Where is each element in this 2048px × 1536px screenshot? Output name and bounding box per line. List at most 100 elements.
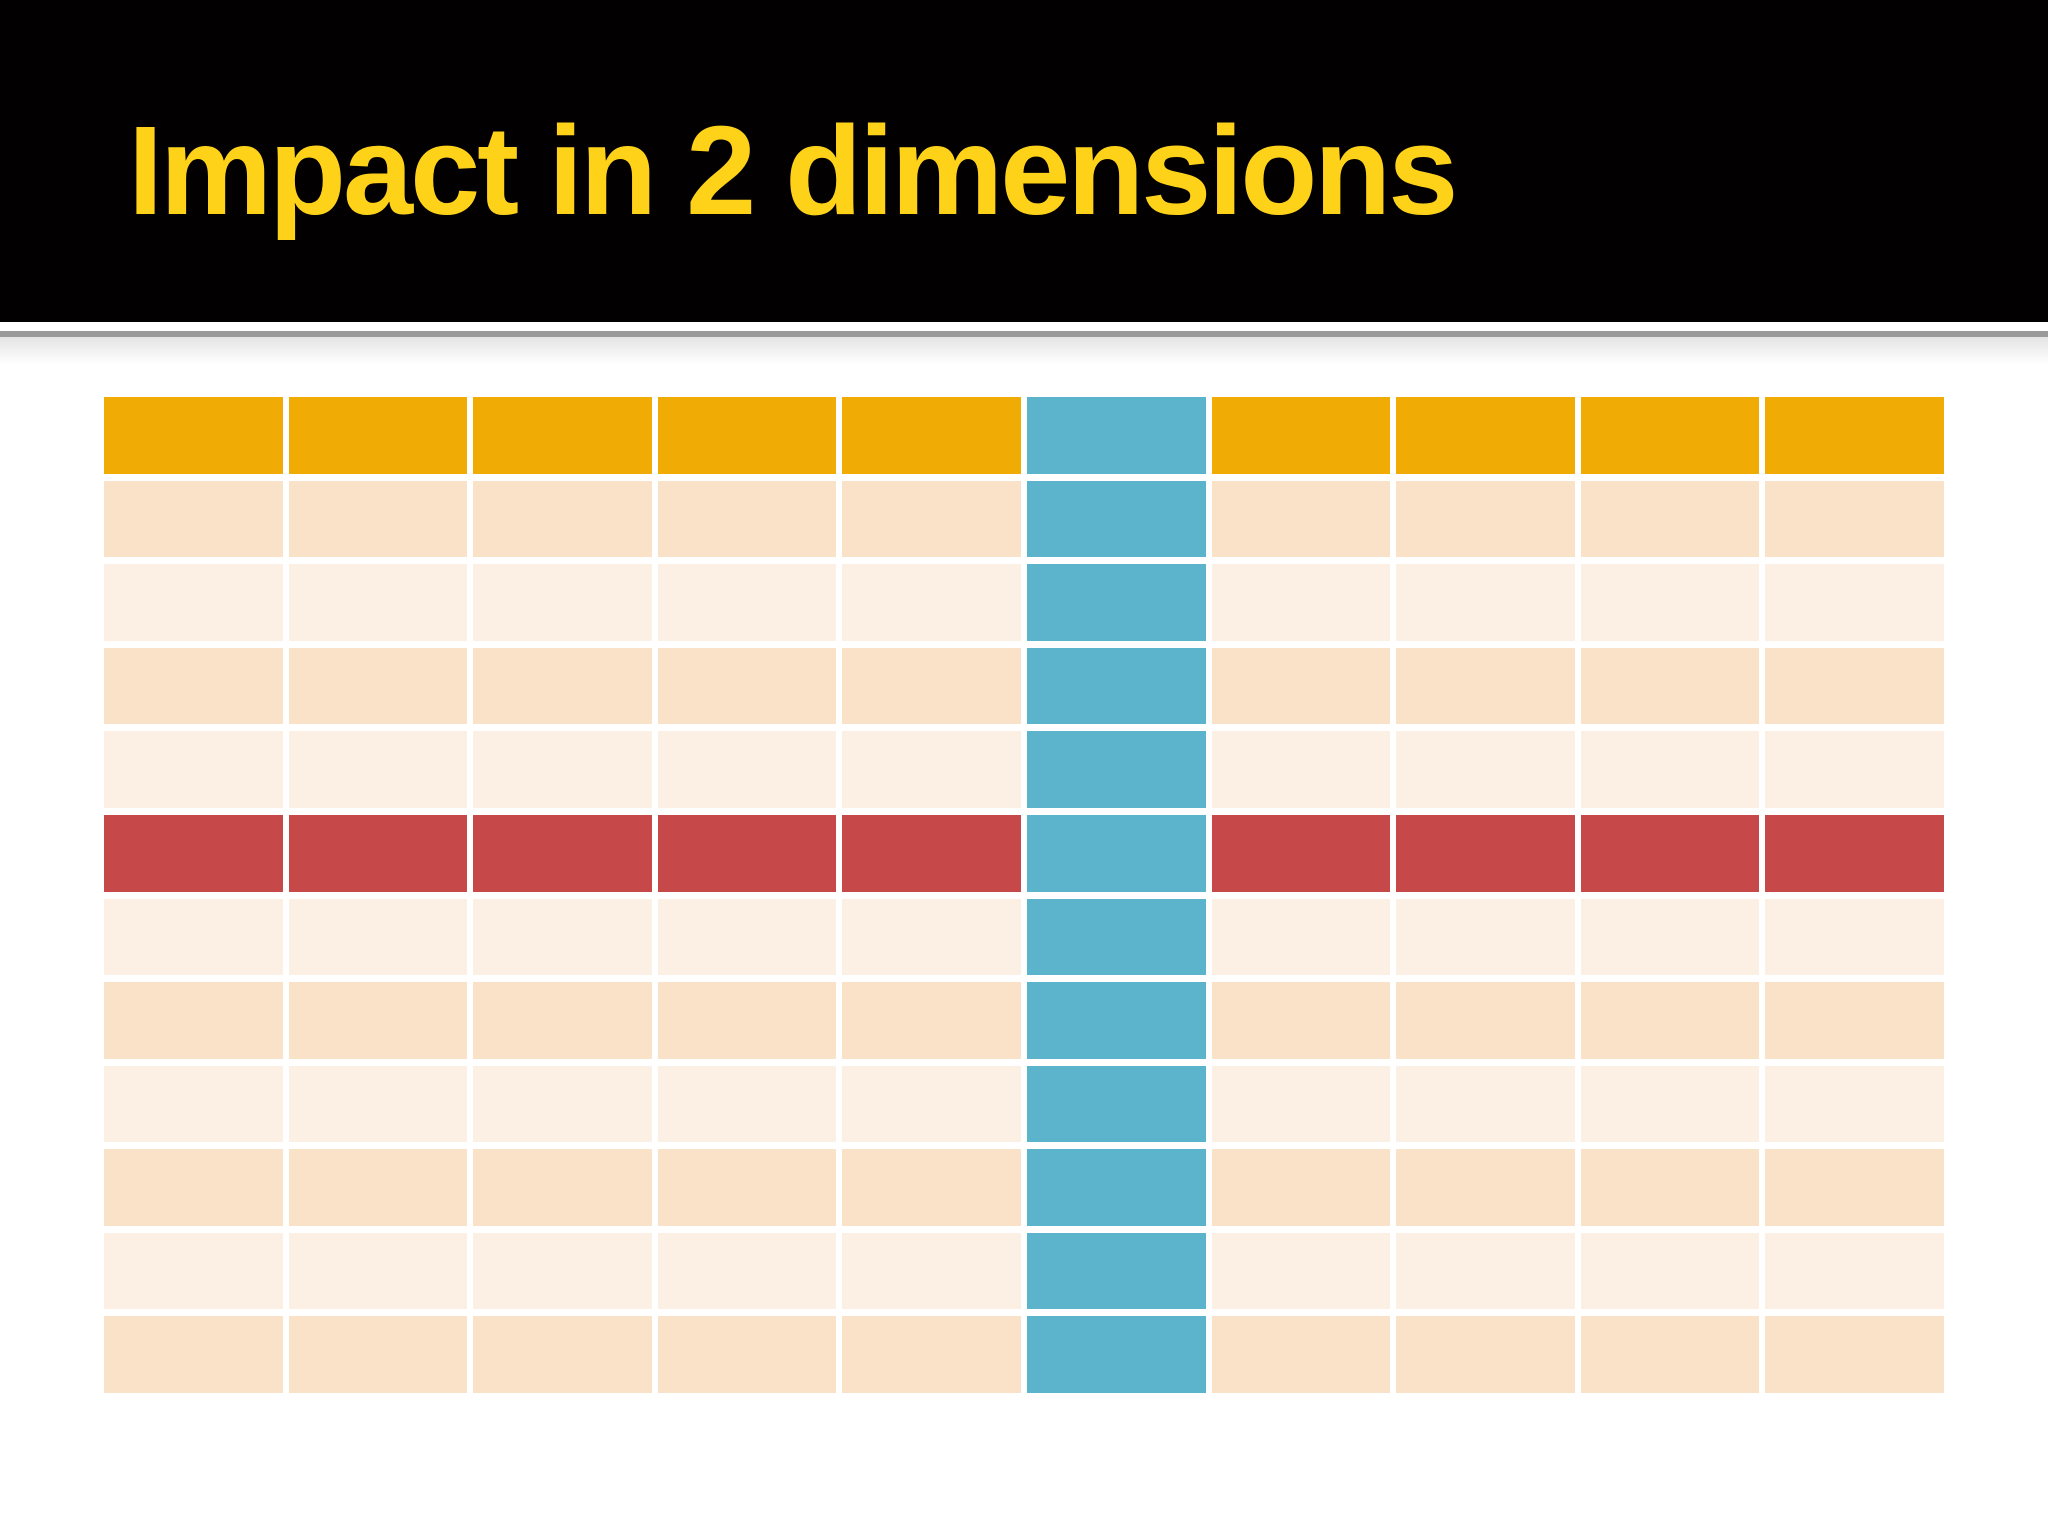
table-cell [288,397,468,474]
table-cell [1396,982,1575,1059]
table-cell [1765,397,1944,474]
table-cell [104,814,283,892]
table-cell [1396,1232,1575,1310]
table-cell [657,982,837,1059]
table-cell [1396,564,1575,641]
table-cell [842,397,1021,474]
table-cell [1211,898,1391,976]
table-cell [1765,814,1944,892]
table-cell [104,1232,283,1310]
table-cell [473,1316,652,1393]
table-cell [1396,1065,1575,1143]
table-cell [1396,731,1575,808]
table-cell [1765,564,1944,641]
slide-title: Impact in 2 dimensions [128,100,1458,241]
table-cell [104,1316,283,1393]
table-cell [1765,982,1944,1059]
table-cell [842,647,1021,725]
table-cell [1580,1149,1760,1226]
table-cell [1027,731,1206,808]
table-cell [1580,480,1760,558]
table-cell [1580,1232,1760,1310]
table-cell [1027,982,1206,1059]
table-cell [104,480,283,558]
table-cell [1211,397,1391,474]
table-cell [1580,982,1760,1059]
table-cell [1580,564,1760,641]
table-cell [657,564,837,641]
table-cell [1765,898,1944,976]
table-cell [842,898,1021,976]
table-cell [1211,982,1391,1059]
table-cell [1765,647,1944,725]
title-band: Impact in 2 dimensions [0,0,2048,322]
table-cell [288,647,468,725]
table-cell [1211,480,1391,558]
table-cell [1211,1316,1391,1393]
table-cell [1396,647,1575,725]
table-cell [1765,731,1944,808]
table-cell [1765,1232,1944,1310]
table-cell [1027,814,1206,892]
table-cell [104,397,283,474]
table-cell [104,982,283,1059]
table-cell [842,564,1021,641]
table-cell [1027,647,1206,725]
table-cell [104,1065,283,1143]
table-cell [1027,1316,1206,1393]
table-cell [473,480,652,558]
table-cell [1396,397,1575,474]
table-cell [104,647,283,725]
table-cell [657,1232,837,1310]
divider-line [0,331,2048,365]
table-cell [842,1232,1021,1310]
table-cell [104,564,283,641]
table-cell [842,814,1021,892]
table-cell [1027,397,1206,474]
table-cell [1580,1065,1760,1143]
table-cell [1580,1316,1760,1393]
table-cell [288,1316,468,1393]
table-cell [473,898,652,976]
table-cell [1211,647,1391,725]
table-cell [1027,1232,1206,1310]
table-cell [1580,814,1760,892]
table-cell [657,1316,837,1393]
table-cell [1027,564,1206,641]
table-cell [1211,564,1391,641]
table-cell [657,480,837,558]
table-cell [473,731,652,808]
table-cell [1027,1065,1206,1143]
table-cell [842,731,1021,808]
table-cell [288,731,468,808]
table-cell [473,647,652,725]
table-cell [657,1065,837,1143]
table-cell [842,1316,1021,1393]
table-cell [1396,480,1575,558]
table-cell [473,1065,652,1143]
table-cell [657,814,837,892]
table-cell [1396,898,1575,976]
table-cell [1396,1149,1575,1226]
table-cell [842,982,1021,1059]
table-cell [1396,814,1575,892]
table-cell [1580,647,1760,725]
table-cell [1211,1232,1391,1310]
table-cell [1027,480,1206,558]
table-cell [1027,1149,1206,1226]
table-cell [657,397,837,474]
table-cell [288,1149,468,1226]
table-cell [104,1149,283,1226]
table-cell [473,1149,652,1226]
table-cell [842,1065,1021,1143]
impact-table [104,397,1944,1393]
table-cell [1580,731,1760,808]
table-cell [1396,1316,1575,1393]
table-cell [473,397,652,474]
table-cell [104,898,283,976]
table-cell [1211,731,1391,808]
table-cell [1027,898,1206,976]
table-cell [288,814,468,892]
table-cell [1765,1149,1944,1226]
